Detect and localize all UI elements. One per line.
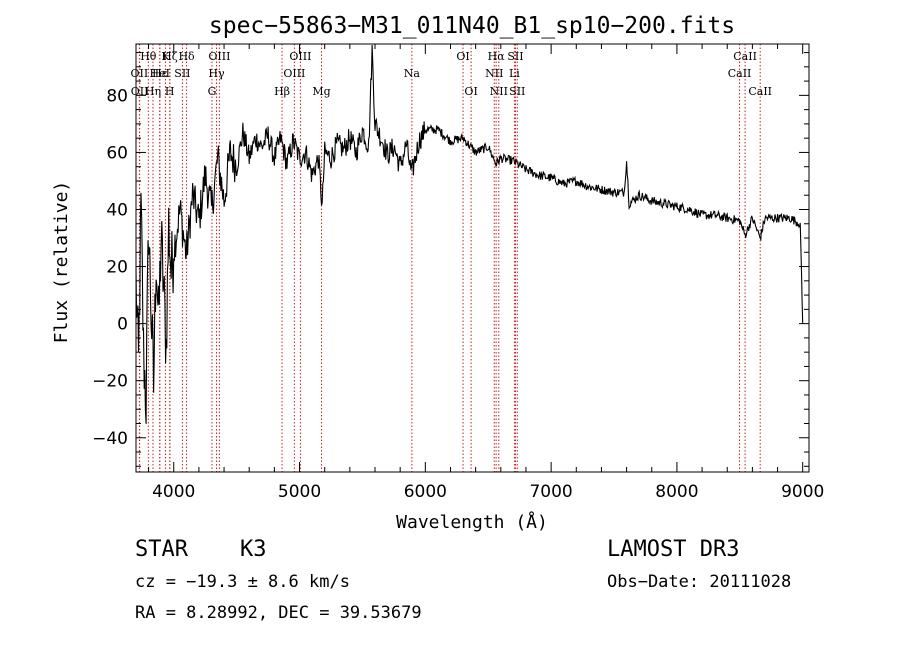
y-tick-label: 0: [117, 315, 128, 335]
line-label-18: Na: [404, 67, 421, 80]
observation-date: Obs−Date: 20111028: [607, 572, 792, 592]
line-label-28: CaII: [728, 67, 752, 80]
line-label-14: Hβ: [274, 85, 290, 98]
line-label-29: CaII: [748, 85, 772, 98]
line-label-26: SII: [509, 85, 525, 98]
y-tick-label: −40: [92, 429, 128, 449]
line-label-1: OII: [131, 67, 149, 80]
line-label-13: G: [208, 85, 217, 98]
line-label-7: HeI: [150, 67, 170, 80]
object-class: STAR: [135, 537, 188, 562]
line-label-22: NII: [485, 67, 503, 80]
axes: 4000 5000 6000 7000 8000 9000 −40 −20 0 20 40 60 80: [92, 43, 824, 502]
line-label-10: SII: [174, 67, 190, 80]
survey-name: LAMOST DR3: [607, 537, 740, 562]
spectrum-series: [135, 44, 804, 424]
spectral-line-markers: [138, 44, 761, 472]
x-tick-label: 6000: [404, 482, 447, 502]
line-label-24: SII: [507, 50, 523, 63]
y-axis-label: Flux (relative): [51, 181, 72, 344]
line-label-0: Hθ: [140, 50, 157, 63]
object-subclass: K3: [240, 537, 267, 562]
line-label-8: H: [165, 85, 175, 98]
ra-dec-coordinates: RA = 8.28992, DEC = 39.53679: [135, 603, 422, 623]
line-label-20: OI: [464, 85, 477, 98]
chart-title: spec−55863−M31_011N40_B1_sp10−200.fits: [209, 13, 735, 39]
line-label-6: K: [161, 50, 170, 63]
redshift-cz: cz = −19.3 ± 8.6 km/s: [135, 572, 350, 592]
line-label-2: OII: [131, 85, 149, 98]
x-tick-label: 9000: [781, 482, 824, 502]
x-tick-label: 8000: [655, 482, 698, 502]
line-label-3: Hε: [152, 67, 168, 80]
line-label-19: OI: [456, 50, 469, 63]
y-tick-label: 60: [106, 143, 128, 163]
x-tick-label: 5000: [278, 482, 321, 502]
line-label-17: Mg: [312, 85, 330, 98]
plot-frame: [135, 43, 810, 473]
spectrum-line: [135, 44, 804, 424]
y-tick-label: 80: [106, 86, 128, 106]
line-label-4: Hη: [145, 85, 161, 98]
line-label-16: OIII: [283, 67, 305, 80]
x-tick-label: 7000: [529, 482, 572, 502]
y-tick-label: 40: [106, 200, 128, 220]
line-label-25: Li: [509, 67, 520, 80]
line-label-15: OIII: [289, 50, 311, 63]
y-tick-label: −20: [92, 372, 128, 392]
line-label-27: CaII: [733, 50, 757, 63]
y-tick-label: 20: [106, 258, 128, 278]
x-axis-label: Wavelength (Å): [396, 511, 548, 533]
line-label-23: NII: [490, 85, 508, 98]
line-label-9: Hδ: [178, 50, 195, 63]
line-label-11: OIII: [208, 50, 230, 63]
line-label-21: Hα: [488, 50, 506, 63]
x-tick-label: 4000: [152, 482, 195, 502]
line-label-12: Hγ: [208, 67, 225, 80]
